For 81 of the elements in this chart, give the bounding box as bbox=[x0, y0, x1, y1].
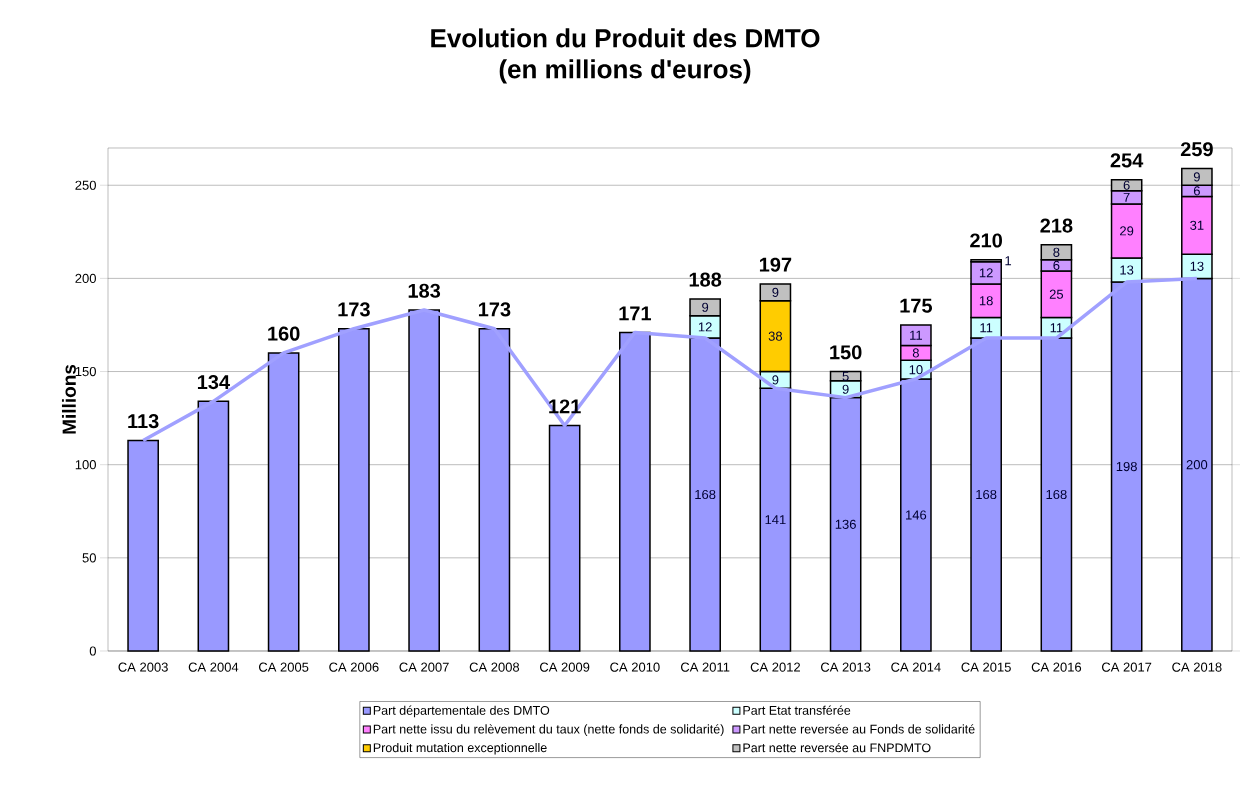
data-label: 9 bbox=[1193, 172, 1200, 182]
total-label: 197 bbox=[759, 257, 792, 272]
data-label: 136 bbox=[835, 519, 856, 529]
legend-label: Part nette reversée au Fonds de solidarité bbox=[743, 724, 975, 734]
y-tick-label: 100 bbox=[75, 460, 96, 470]
data-label: 18 bbox=[979, 296, 993, 306]
x-tick-label: CA 2011 bbox=[680, 662, 730, 672]
data-label: 31 bbox=[1190, 220, 1204, 230]
data-label: 141 bbox=[765, 515, 786, 525]
data-label: 11 bbox=[910, 330, 922, 340]
data-label: 168 bbox=[695, 489, 716, 500]
total-label: 113 bbox=[128, 414, 159, 429]
x-tick-label: CA 2017 bbox=[1101, 662, 1152, 672]
total-label: 160 bbox=[268, 326, 300, 341]
data-label: 200 bbox=[1186, 460, 1208, 470]
y-tick-label: 50 bbox=[82, 553, 96, 563]
x-tick-label: CA 2006 bbox=[329, 662, 379, 672]
x-tick-label: CA 2007 bbox=[399, 662, 449, 672]
total-label: 173 bbox=[478, 302, 511, 317]
chart-title: Evolution du Produit des DMTO bbox=[431, 28, 820, 48]
total-label: 254 bbox=[1110, 153, 1144, 168]
data-label: 11 bbox=[1050, 323, 1063, 333]
total-label: 150 bbox=[830, 345, 862, 360]
data-label: 6 bbox=[1123, 180, 1130, 190]
total-label: 175 bbox=[900, 298, 933, 313]
total-label: 188 bbox=[689, 272, 722, 287]
data-label: 10 bbox=[909, 365, 923, 375]
y-axis-title: Millions bbox=[61, 364, 76, 434]
total-label: 183 bbox=[408, 283, 441, 298]
data-label: 8 bbox=[912, 348, 919, 358]
data-label: 12 bbox=[698, 322, 712, 332]
chart-subtitle: (en millions d'euros) bbox=[499, 59, 751, 84]
data-label: 9 bbox=[772, 375, 779, 385]
y-tick-label: 200 bbox=[75, 273, 96, 283]
x-tick-label: CA 2018 bbox=[1172, 662, 1222, 672]
data-label: 6 bbox=[1193, 186, 1200, 196]
legend-label: Produit mutation exceptionnelle bbox=[373, 742, 547, 755]
legend-label: Part Etat transférée bbox=[743, 705, 851, 715]
total-label: 171 bbox=[619, 306, 652, 321]
data-label: 38 bbox=[768, 331, 783, 341]
total-label: 259 bbox=[1180, 142, 1213, 157]
legend-label: Part nette reversée au FNPDMTO bbox=[743, 742, 931, 753]
x-tick-label: CA 2005 bbox=[259, 662, 309, 672]
data-label: 7 bbox=[1123, 192, 1130, 202]
x-tick-label: CA 2013 bbox=[820, 662, 871, 672]
x-tick-label: CA 2004 bbox=[188, 662, 239, 672]
total-label: 134 bbox=[197, 374, 230, 390]
data-label: 25 bbox=[1049, 289, 1064, 299]
y-tick-label: 150 bbox=[75, 366, 96, 377]
legend-label: Part départementale des DMTO bbox=[373, 705, 550, 718]
data-label: 13 bbox=[1190, 261, 1204, 271]
data-label: 9 bbox=[772, 287, 779, 297]
y-tick-label: 250 bbox=[75, 180, 96, 190]
legend-label: Part nette issu du relèvement du taux (nette fonds de solidarité) bbox=[373, 724, 724, 736]
data-label: 9 bbox=[702, 302, 709, 312]
data-label: 5 bbox=[842, 371, 849, 381]
x-tick-label: CA 2014 bbox=[891, 662, 941, 672]
x-tick-label: CA 2010 bbox=[610, 662, 660, 672]
x-tick-label: CA 2016 bbox=[1031, 662, 1082, 672]
data-label: 11 bbox=[980, 323, 993, 333]
data-label: 13 bbox=[1120, 265, 1134, 275]
total-label: 121 bbox=[549, 399, 581, 414]
x-tick-label: CA 2012 bbox=[750, 662, 800, 672]
y-tick-label: 0 bbox=[89, 646, 96, 656]
data-label: 168 bbox=[976, 489, 997, 500]
data-label: 29 bbox=[1120, 226, 1134, 236]
total-label: 218 bbox=[1040, 218, 1073, 233]
data-label: 198 bbox=[1116, 461, 1137, 472]
total-label: 173 bbox=[338, 302, 370, 317]
x-tick-label: CA 2008 bbox=[469, 662, 520, 672]
data-label: 8 bbox=[1053, 247, 1060, 257]
data-label: 168 bbox=[1046, 489, 1067, 500]
x-tick-label: CA 2009 bbox=[539, 662, 590, 672]
total-label: 210 bbox=[970, 233, 1002, 248]
data-label: 12 bbox=[979, 268, 993, 278]
x-tick-label: CA 2003 bbox=[118, 662, 168, 672]
data-label: 146 bbox=[906, 510, 927, 520]
data-label: 6 bbox=[1053, 260, 1060, 270]
data-label: 1 bbox=[1005, 256, 1012, 266]
x-tick-label: CA 2015 bbox=[961, 662, 1011, 672]
data-label: 9 bbox=[842, 384, 849, 394]
